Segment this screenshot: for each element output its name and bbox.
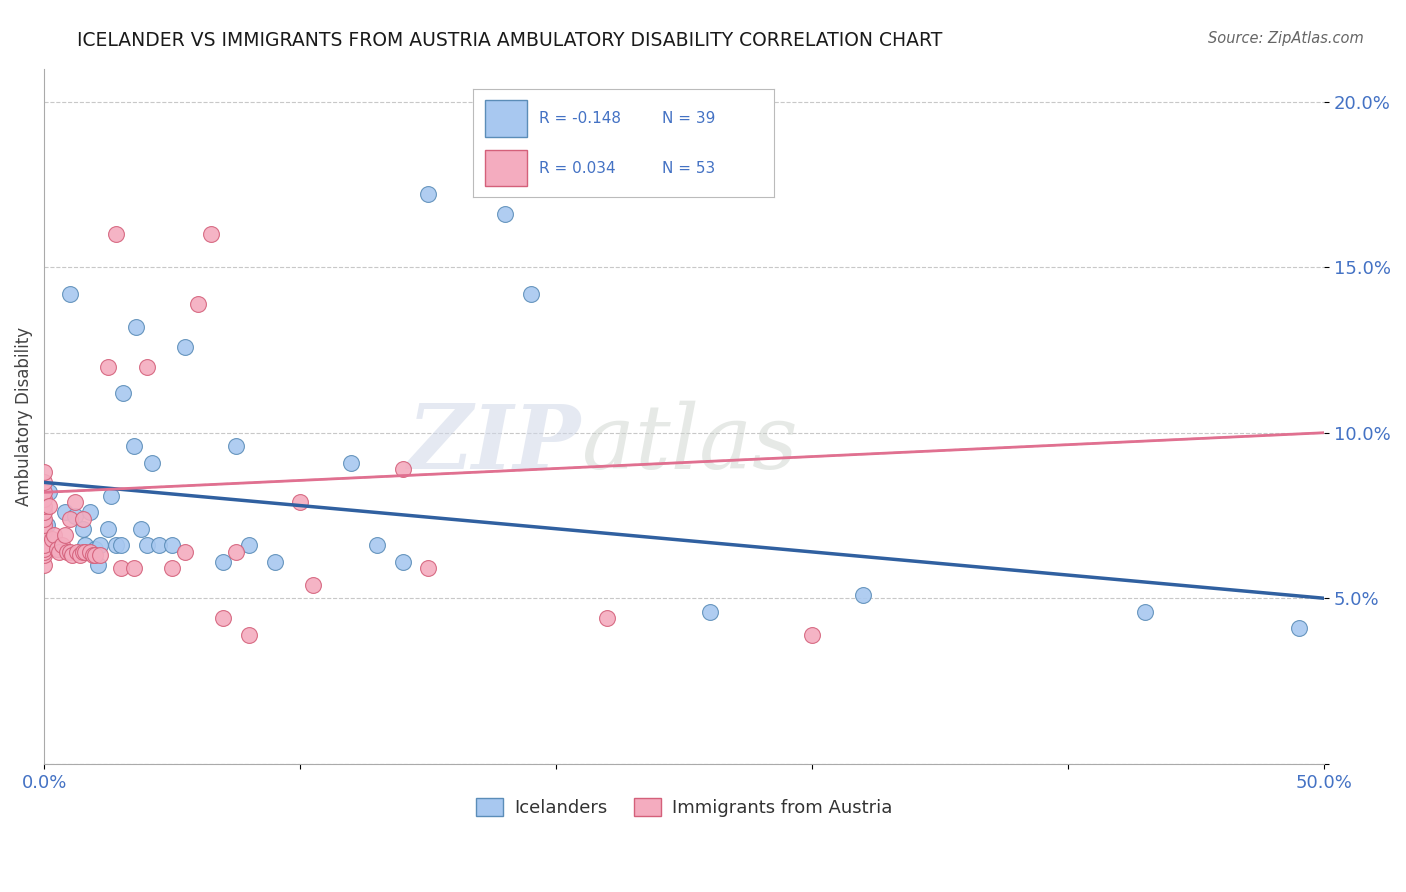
Legend: Icelanders, Immigrants from Austria: Icelanders, Immigrants from Austria xyxy=(468,790,900,824)
Point xyxy=(72,522,94,536)
Point xyxy=(104,538,127,552)
Point xyxy=(141,456,163,470)
Point xyxy=(38,499,60,513)
Point xyxy=(174,545,197,559)
Point xyxy=(32,548,55,562)
Point xyxy=(519,286,541,301)
Point xyxy=(391,462,413,476)
Point xyxy=(238,538,260,552)
Point xyxy=(32,518,55,533)
Point xyxy=(32,485,55,500)
Point xyxy=(32,475,55,490)
Y-axis label: Ambulatory Disability: Ambulatory Disability xyxy=(15,326,32,506)
Point xyxy=(59,286,82,301)
Point xyxy=(418,187,440,202)
Point xyxy=(32,499,55,513)
Text: Source: ZipAtlas.com: Source: ZipAtlas.com xyxy=(1208,31,1364,46)
Point xyxy=(41,532,63,546)
Point xyxy=(56,545,79,559)
Point xyxy=(174,340,197,354)
Point xyxy=(340,456,363,470)
Point xyxy=(1133,605,1156,619)
Point xyxy=(79,505,101,519)
Text: ZIP: ZIP xyxy=(408,401,582,487)
Point xyxy=(84,541,107,556)
Point xyxy=(32,512,55,526)
Point xyxy=(35,518,58,533)
Point xyxy=(87,558,110,573)
Point xyxy=(45,541,67,556)
Point xyxy=(66,545,89,559)
Point xyxy=(32,538,55,552)
Point xyxy=(225,439,247,453)
Point xyxy=(1288,621,1310,635)
Point xyxy=(187,296,209,310)
Point xyxy=(69,548,91,562)
Point xyxy=(852,588,875,602)
Point xyxy=(212,611,235,625)
Point xyxy=(122,561,145,575)
Point xyxy=(32,545,55,559)
Point xyxy=(110,561,132,575)
Point xyxy=(32,558,55,573)
Point xyxy=(32,524,55,539)
Point xyxy=(125,319,148,334)
Text: ICELANDER VS IMMIGRANTS FROM AUSTRIA AMBULATORY DISABILITY CORRELATION CHART: ICELANDER VS IMMIGRANTS FROM AUSTRIA AMB… xyxy=(77,31,942,50)
Point xyxy=(63,508,86,523)
Point xyxy=(32,541,55,556)
Point xyxy=(32,505,55,519)
Point xyxy=(263,555,285,569)
Point xyxy=(75,545,97,559)
Point xyxy=(38,485,60,500)
Point xyxy=(699,605,721,619)
Point xyxy=(59,512,82,526)
Point xyxy=(110,538,132,552)
Point xyxy=(100,489,122,503)
Point xyxy=(160,538,183,552)
Point xyxy=(131,522,153,536)
Point xyxy=(72,512,94,526)
Point xyxy=(51,538,73,552)
Point xyxy=(494,207,516,221)
Point xyxy=(596,611,619,625)
Point xyxy=(32,491,55,506)
Point xyxy=(32,466,55,480)
Point xyxy=(122,439,145,453)
Point xyxy=(104,227,127,241)
Point xyxy=(160,561,183,575)
Point xyxy=(418,561,440,575)
Point xyxy=(53,528,76,542)
Point xyxy=(72,545,94,559)
Point xyxy=(135,359,157,374)
Point xyxy=(59,545,82,559)
Point xyxy=(366,538,388,552)
Point xyxy=(391,555,413,569)
Point xyxy=(302,578,325,592)
Point xyxy=(89,538,111,552)
Point xyxy=(82,548,104,562)
Point xyxy=(135,538,157,552)
Point xyxy=(60,548,83,562)
Point xyxy=(200,227,222,241)
Point xyxy=(97,359,120,374)
Point xyxy=(212,555,235,569)
Point xyxy=(225,545,247,559)
Point xyxy=(75,538,97,552)
Point xyxy=(89,548,111,562)
Point xyxy=(63,495,86,509)
Text: atlas: atlas xyxy=(582,401,797,487)
Point xyxy=(79,545,101,559)
Point xyxy=(44,528,66,542)
Point xyxy=(801,628,824,642)
Point xyxy=(53,505,76,519)
Point xyxy=(97,522,120,536)
Point xyxy=(238,628,260,642)
Point xyxy=(84,548,107,562)
Point xyxy=(148,538,170,552)
Point xyxy=(45,541,67,556)
Point xyxy=(288,495,311,509)
Point xyxy=(112,386,135,401)
Point xyxy=(48,545,70,559)
